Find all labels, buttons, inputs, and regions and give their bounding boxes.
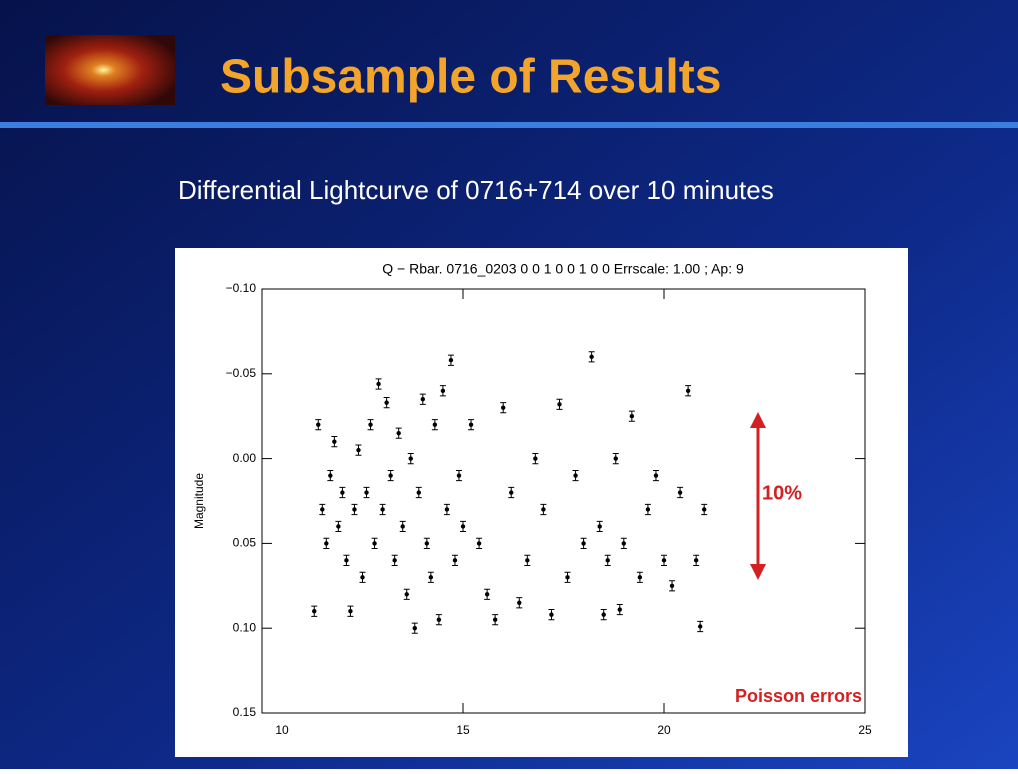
data-point: [324, 541, 329, 546]
data-point: [617, 607, 622, 612]
plot-title: Q − Rbar. 0716_0203 0 0 1 0 0 1 0 0 Errs…: [382, 261, 744, 277]
data-point: [380, 507, 385, 512]
data-point: [541, 507, 546, 512]
data-point: [444, 507, 450, 512]
data-point: [312, 609, 317, 614]
data-point: [340, 490, 345, 495]
data-point: [613, 456, 618, 461]
data-point: [388, 473, 393, 478]
data-point: [428, 575, 434, 580]
data-point: [336, 524, 341, 529]
y-axis-label: Magnitude: [192, 473, 206, 529]
data-point: [316, 422, 321, 427]
data-point: [348, 609, 353, 614]
plot-frame: [261, 288, 866, 714]
data-point: [392, 558, 397, 563]
data-point: [440, 388, 446, 393]
x-tick-label: 20: [657, 723, 671, 737]
data-point: [661, 558, 667, 563]
data-point: [557, 402, 562, 407]
data-point: [629, 414, 635, 419]
data-point: [669, 583, 675, 588]
data-point: [581, 541, 586, 546]
data-point: [653, 473, 659, 478]
data-point: [416, 490, 421, 495]
data-point: [517, 600, 522, 605]
data-point: [368, 422, 373, 427]
data-point: [685, 388, 691, 393]
slide-title: Subsample of Results: [220, 51, 721, 104]
arrow-head: [750, 564, 766, 580]
data-point: [637, 575, 643, 580]
data-point: [436, 617, 442, 622]
header-rule: [0, 122, 1018, 128]
data-point: [605, 558, 610, 563]
data-point: [420, 397, 425, 402]
data-point: [549, 612, 554, 617]
data-point: [645, 507, 651, 512]
data-point: [621, 541, 626, 546]
data-point: [492, 617, 498, 622]
data-point: [468, 422, 474, 427]
data-point: [320, 507, 325, 512]
data-point: [432, 422, 438, 427]
x-tick-label: 10: [275, 723, 289, 737]
subtitle: Differential Lightcurve of 0716+714 over…: [178, 175, 774, 205]
data-point: [476, 541, 482, 546]
y-tick-label: 0.10: [233, 620, 257, 634]
data-point: [460, 524, 466, 529]
data-point: [573, 473, 578, 478]
data-point: [412, 626, 417, 631]
data-point: [396, 430, 401, 436]
annotation: 10%: [762, 482, 802, 504]
y-tick-label: 0.15: [233, 705, 257, 719]
y-tick-label: −0.05: [226, 366, 257, 380]
y-tick-label: 0.00: [233, 451, 257, 465]
data-point: [404, 592, 409, 597]
data-point: [328, 473, 333, 478]
data-point: [601, 612, 606, 617]
x-tick-label: 25: [858, 723, 872, 737]
data-point: [356, 447, 361, 453]
x-tick-label: 15: [456, 723, 470, 737]
data-point: [400, 524, 405, 529]
data-point: [589, 354, 594, 360]
data-point: [384, 400, 389, 405]
data-point: [344, 558, 349, 563]
logo: [45, 35, 175, 105]
data-point: [501, 405, 506, 410]
data-point: [452, 558, 458, 563]
data-point: [525, 558, 530, 563]
data-point: [677, 490, 683, 495]
data-point: [424, 541, 430, 546]
data-point: [484, 592, 490, 597]
data-point: [533, 456, 538, 461]
data-point: [456, 473, 462, 478]
plot-panel: [175, 248, 908, 757]
data-point: [360, 575, 365, 580]
data-point: [376, 381, 381, 387]
data-point: [448, 358, 454, 363]
data-point: [702, 507, 707, 512]
data-point: [408, 456, 413, 461]
data-point: [509, 490, 514, 495]
data-point: [565, 575, 570, 580]
data-point: [352, 507, 357, 512]
data-point: [697, 624, 703, 629]
data-point: [364, 490, 369, 495]
annotation: Poisson errors: [735, 686, 862, 706]
y-tick-label: −0.10: [226, 281, 257, 295]
arrow-head: [750, 412, 766, 428]
data-point: [597, 524, 602, 529]
y-tick-label: 0.05: [233, 536, 257, 550]
data-point: [693, 558, 699, 563]
data-point: [332, 439, 337, 444]
data-point: [372, 541, 377, 546]
